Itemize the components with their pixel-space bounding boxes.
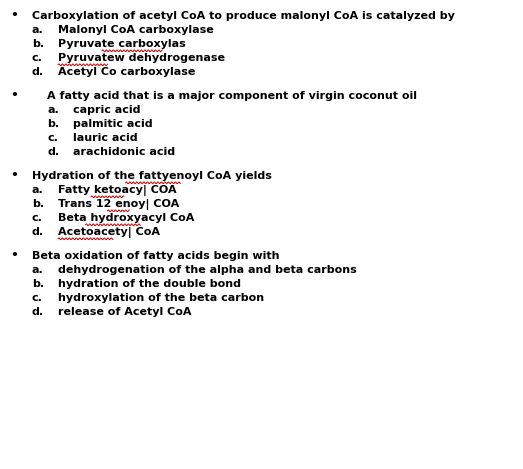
Text: hydroxylation of the beta carbon: hydroxylation of the beta carbon (58, 293, 264, 303)
Text: Acetyl Co carboxylase: Acetyl Co carboxylase (58, 67, 196, 77)
Text: Beta oxidation of fatty acids begin with: Beta oxidation of fatty acids begin with (32, 251, 279, 261)
Text: a.: a. (32, 25, 44, 35)
Text: c.: c. (47, 133, 58, 143)
Text: Malonyl CoA carboxylase: Malonyl CoA carboxylase (58, 25, 214, 35)
Text: hydration of the double bond: hydration of the double bond (58, 279, 241, 289)
Text: a.: a. (32, 185, 44, 195)
Text: b.: b. (32, 39, 44, 49)
Text: b.: b. (32, 279, 44, 289)
Text: Pyruvate carboxylas: Pyruvate carboxylas (58, 39, 186, 49)
Text: Acetoacety| CoA: Acetoacety| CoA (58, 227, 160, 238)
Text: •: • (10, 169, 18, 182)
Text: a.: a. (32, 265, 44, 275)
Text: Pyruvatew dehydrogenase: Pyruvatew dehydrogenase (58, 53, 225, 63)
Text: d.: d. (47, 147, 59, 157)
Text: palmitic acid: palmitic acid (73, 119, 153, 129)
Text: Hydration of the fattyenoyl CoA yields: Hydration of the fattyenoyl CoA yields (32, 171, 272, 181)
Text: a.: a. (47, 105, 59, 115)
Text: •: • (10, 249, 18, 262)
Text: release of Acetyl CoA: release of Acetyl CoA (58, 307, 191, 317)
Text: A fatty acid that is a major component of virgin coconut oil: A fatty acid that is a major component o… (47, 91, 417, 101)
Text: Beta hydroxyacyl CoA: Beta hydroxyacyl CoA (58, 213, 195, 223)
Text: b.: b. (32, 199, 44, 209)
Text: c.: c. (32, 293, 43, 303)
Text: Trans 12 enoy| COA: Trans 12 enoy| COA (58, 199, 179, 210)
Text: d.: d. (32, 227, 44, 237)
Text: d.: d. (32, 67, 44, 77)
Text: b.: b. (47, 119, 59, 129)
Text: lauric acid: lauric acid (73, 133, 138, 143)
Text: Carboxylation of acetyl CoA to produce malonyl CoA is catalyzed by: Carboxylation of acetyl CoA to produce m… (32, 11, 455, 21)
Text: Fatty ketoacy| COA: Fatty ketoacy| COA (58, 185, 177, 196)
Text: •: • (10, 89, 18, 102)
Text: c.: c. (32, 53, 43, 63)
Text: •: • (10, 9, 18, 22)
Text: c.: c. (32, 213, 43, 223)
Text: d.: d. (32, 307, 44, 317)
Text: arachidonic acid: arachidonic acid (73, 147, 175, 157)
Text: dehydrogenation of the alpha and beta carbons: dehydrogenation of the alpha and beta ca… (58, 265, 357, 275)
Text: capric acid: capric acid (73, 105, 141, 115)
